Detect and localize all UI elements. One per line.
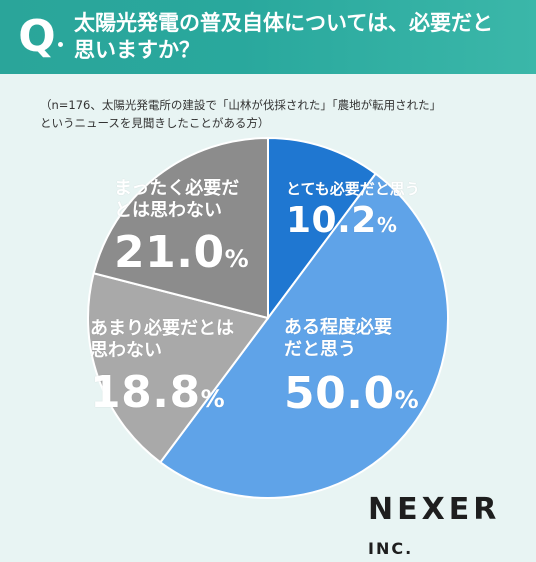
question-text: 太陽光発電の普及自体については、必要だと 思いますか？ [74, 11, 493, 62]
slice-label-very-necessary: とても必要だと思う [286, 180, 420, 198]
label-group-somewhat-necessary: ある程度必要 だと思う 50.0% [284, 317, 419, 425]
slice-very-necessary [267, 136, 378, 322]
slice-label-not-at-all: まったく必要だ とは思わない [114, 178, 240, 221]
question-header: Q 太陽光発電の普及自体については、必要だと 思いますか？ [0, 0, 536, 74]
nexer-logo: NEXER INC. [368, 492, 501, 558]
label-group-not-very-necessary: あまり必要だとは 思わない 18.8% [90, 318, 234, 424]
sample-note: （n=176、太陽光発電所の建設で「山林が伐採された」「農地が転用された」 とい… [40, 98, 442, 130]
slice-not-at-all [92, 136, 269, 320]
label-group-not-at-all: まったく必要だ とは思わない 21.0% [114, 178, 249, 284]
label-group-very-necessary: とても必要だと思う 10.2% [286, 178, 420, 246]
slice-not-very-necessary [87, 272, 270, 464]
slice-value-very-necessary: 10.2% [286, 200, 398, 241]
slice-value-not-very-necessary: 18.8% [90, 367, 226, 418]
slice-value-somewhat-necessary: 50.0% [284, 368, 420, 419]
q-dot [58, 42, 63, 47]
q-mark: Q [18, 11, 56, 62]
slice-value-not-at-all: 21.0% [114, 227, 250, 278]
slice-label-not-very-necessary: あまり必要だとは 思わない [90, 318, 234, 361]
slice-label-somewhat-necessary: ある程度必要 だと思う [284, 317, 392, 360]
pie-chart [87, 136, 449, 499]
slice-somewhat-necessary [158, 172, 449, 499]
